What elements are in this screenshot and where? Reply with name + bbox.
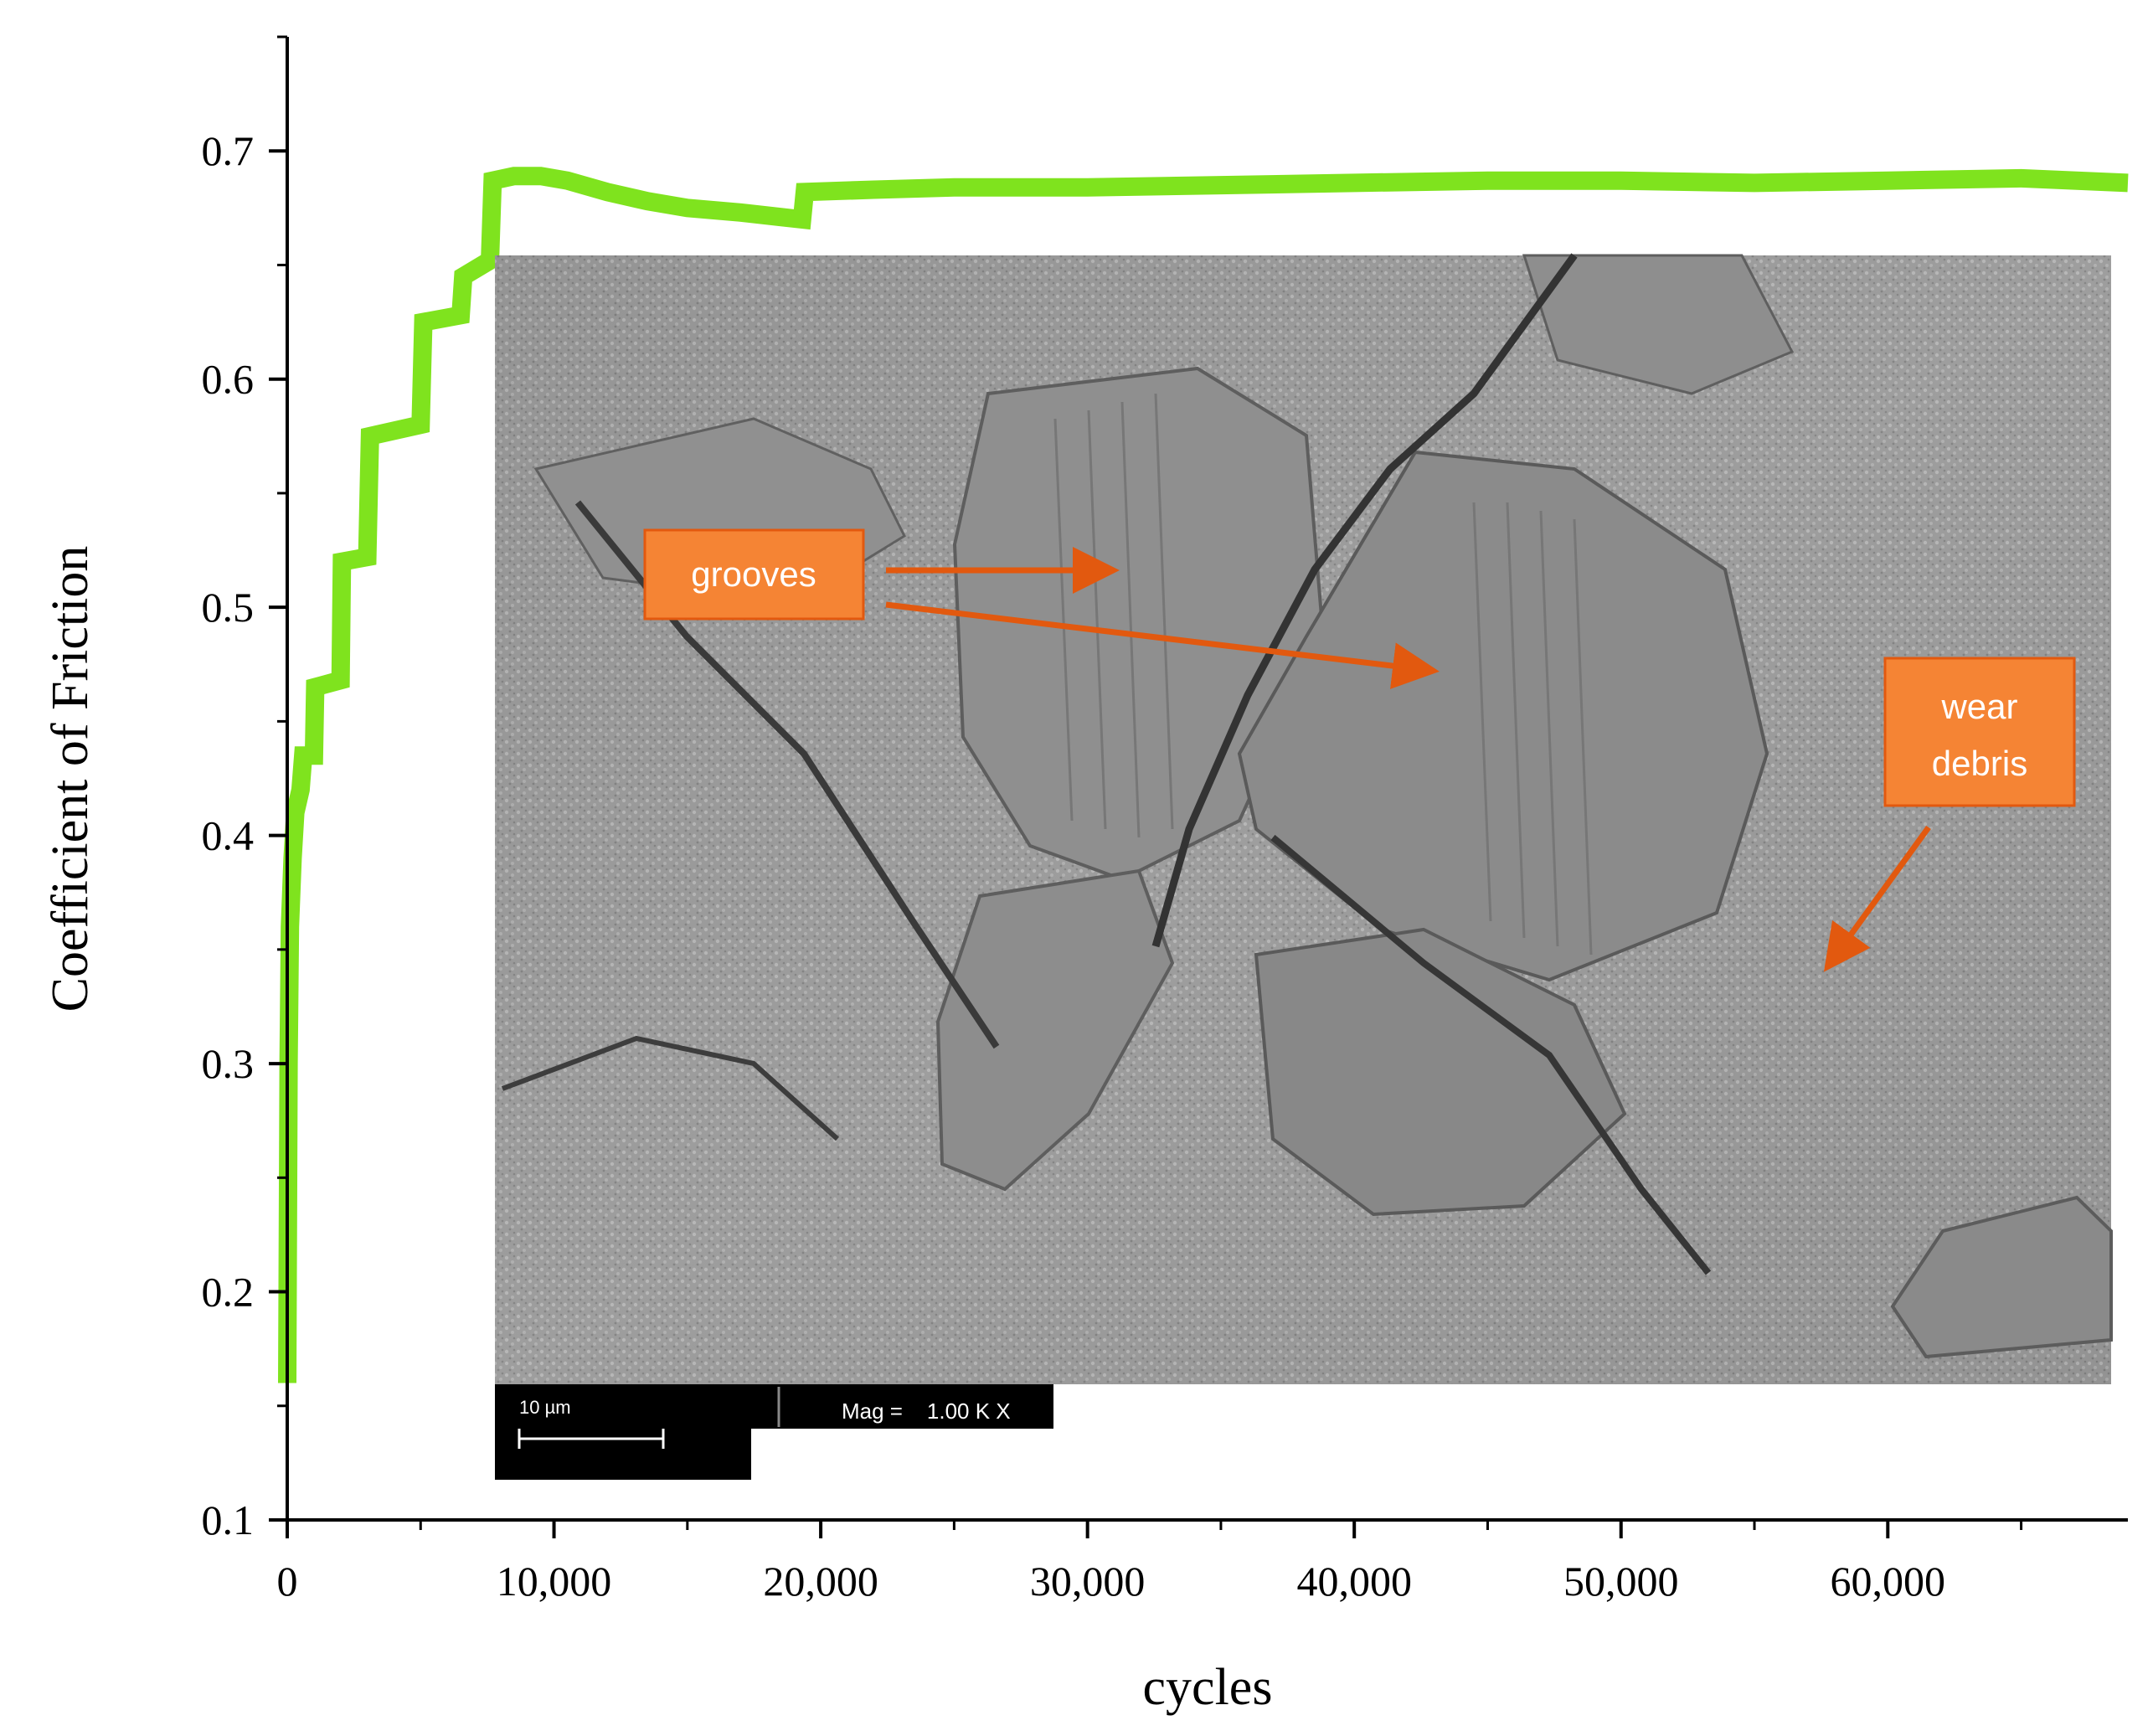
y-tick-label: 0.3	[202, 1040, 255, 1087]
scale-bar-label: 10 µm	[519, 1397, 571, 1418]
x-axis-title: cycles	[1143, 1659, 1273, 1716]
grooves-arrow-2	[885, 601, 1440, 689]
grooves-callout	[643, 528, 865, 621]
y-tick-label: 0.2	[202, 1269, 255, 1316]
sem-grain	[1254, 927, 1627, 1217]
x-tick-label: 40,000	[1296, 1558, 1412, 1605]
sem-crack	[1151, 253, 1578, 948]
wear-debris-arrow	[1823, 825, 1931, 972]
x-tick-label: 50,000	[1563, 1558, 1679, 1605]
x-tick-label: 30,000	[1030, 1558, 1146, 1605]
sem-micrograph-inset: 10 µm Mag = 1.00 K X grooves wear debris	[495, 253, 2113, 1480]
y-tick-label: 0.7	[202, 127, 255, 174]
y-tick-label: 0.5	[202, 584, 255, 631]
grooves-callout-text: grooves	[691, 554, 816, 594]
sem-grain	[1522, 254, 1795, 395]
sem-crack	[1270, 834, 1712, 1275]
y-axis-title: Coefficient of Friction	[42, 546, 99, 1012]
sem-crack	[501, 1035, 840, 1141]
x-tick-label: 0	[277, 1558, 298, 1605]
y-tick-label: 0.4	[202, 812, 255, 859]
sem-grain	[935, 868, 1175, 1192]
mag-box	[751, 1384, 1053, 1429]
series-layer	[278, 167, 2129, 1383]
sem-grain	[1890, 1195, 2113, 1359]
series-line-0	[278, 167, 2129, 1383]
wear-debris-callout	[1883, 657, 2076, 807]
axes	[286, 37, 2128, 1522]
x-tick-label: 10,000	[497, 1558, 612, 1605]
y-tick-label: 0.6	[202, 356, 255, 403]
mag-label: Mag = 1.00 K X	[842, 1399, 1011, 1424]
x-tick-label: 60,000	[1831, 1558, 1946, 1605]
ticks: 0.1 0.2 0.3 0.4 0.5 0.6 0.7 0 10,000 20,000 30,000…	[202, 35, 2023, 1605]
scale-bar-box	[495, 1384, 751, 1480]
wear-debris-callout-line2: debris	[1932, 744, 2027, 783]
y-tick-label: 0.1	[202, 1496, 255, 1543]
sem-grain	[1237, 450, 1769, 982]
sem-grooves	[1053, 393, 1593, 956]
x-tick-label: 20,000	[763, 1558, 878, 1605]
wear-debris-callout-line1: wear	[1940, 687, 2017, 726]
